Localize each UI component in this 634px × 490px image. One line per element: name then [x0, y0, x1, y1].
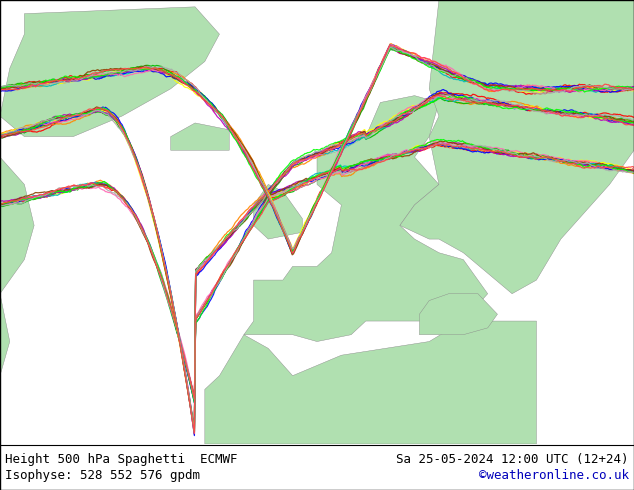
Text: Isophyse: 528 552 576 gpdm: Isophyse: 528 552 576 gpdm: [5, 469, 200, 482]
Polygon shape: [420, 294, 498, 335]
Polygon shape: [400, 0, 634, 294]
Text: Height 500 hPa Spaghetti  ECMWF: Height 500 hPa Spaghetti ECMWF: [5, 453, 238, 466]
Polygon shape: [254, 184, 302, 239]
Polygon shape: [205, 321, 536, 444]
Polygon shape: [0, 7, 219, 137]
Text: Sa 25-05-2024 12:00 UTC (12+24): Sa 25-05-2024 12:00 UTC (12+24): [396, 453, 629, 466]
Text: ©weatheronline.co.uk: ©weatheronline.co.uk: [479, 469, 629, 482]
Polygon shape: [171, 123, 230, 150]
Polygon shape: [244, 96, 488, 342]
Polygon shape: [0, 0, 34, 444]
